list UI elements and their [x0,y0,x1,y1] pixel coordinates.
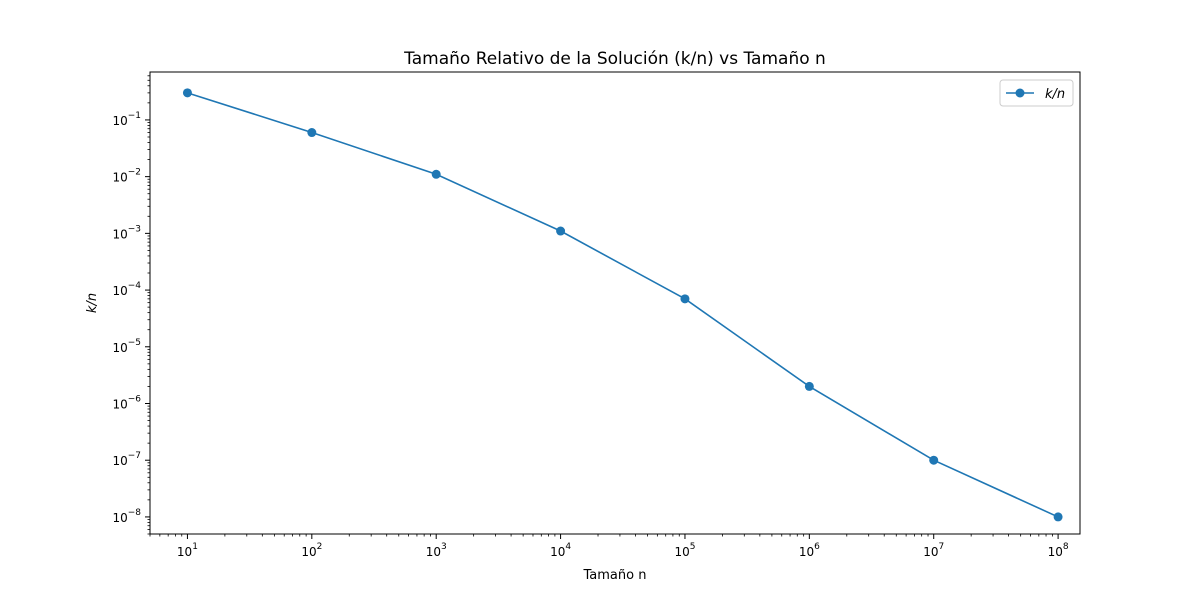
x-axis-label: Tamaño n [583,568,647,583]
data-point [929,455,939,465]
y-tick-label: 10−7 [112,451,141,468]
chart-title: Tamaño Relativo de la Solución (k/n) vs … [403,49,826,69]
x-tick-label: 102 [301,542,322,559]
x-tick-label: 107 [923,542,944,559]
x-tick-label: 108 [1048,542,1069,559]
legend-marker-swatch [1015,88,1025,98]
data-point [1053,512,1063,522]
y-tick-label: 10−5 [112,338,141,355]
data-point [182,88,192,98]
x-tick-label: 104 [550,542,571,559]
y-tick-label: 10−3 [112,224,141,241]
data-point [556,226,566,236]
y-axis-label: k/n [85,293,100,313]
legend-box [999,79,1074,107]
data-point [804,381,814,391]
y-tick-label: 10−8 [112,508,141,525]
x-axis-ticks: 101 102 103 104 105 106 107 108 [149,534,1069,559]
plot-frame [149,71,1081,535]
x-tick-label: 105 [674,542,695,559]
data-point [307,128,317,138]
x-tick-label: 103 [426,542,447,559]
legend-label: k/n [1045,87,1065,102]
data-point [680,294,690,304]
series-layer [182,88,1063,522]
y-tick-label: 10−1 [112,111,141,128]
series-line [187,92,1059,518]
legend: k/n [999,79,1074,107]
x-tick-label: 106 [799,542,820,559]
y-axis-ticks: 10−8 10−7 10−6 10−5 10−4 10−3 10−2 10−1 [112,75,150,535]
x-tick-label: 101 [177,542,198,559]
y-tick-label: 10−2 [112,168,141,185]
y-tick-label: 10−6 [112,394,141,411]
y-tick-label: 10−4 [112,281,141,298]
data-point [431,169,441,179]
